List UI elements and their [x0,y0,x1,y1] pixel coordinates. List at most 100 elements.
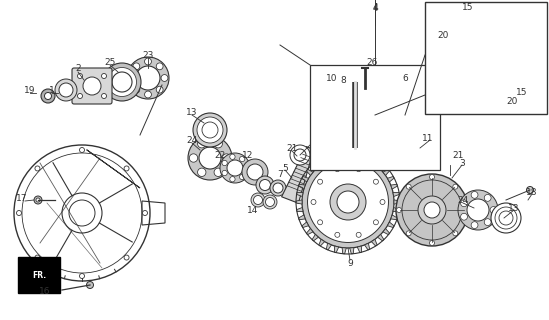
Circle shape [382,107,398,123]
Polygon shape [350,248,354,254]
Circle shape [222,160,227,166]
Circle shape [239,156,245,162]
Polygon shape [363,146,368,150]
Circle shape [242,159,268,185]
Polygon shape [368,140,373,144]
Circle shape [471,222,478,228]
Polygon shape [342,150,346,156]
Polygon shape [377,100,382,104]
Circle shape [496,86,503,93]
Circle shape [484,219,491,226]
Text: 4: 4 [372,4,378,12]
Polygon shape [384,96,389,100]
Polygon shape [334,246,339,252]
Circle shape [199,147,221,169]
Polygon shape [306,228,313,235]
Circle shape [112,72,132,92]
Text: 9: 9 [347,259,353,268]
Circle shape [424,202,440,218]
Text: 10: 10 [326,74,338,83]
Polygon shape [342,146,347,150]
Polygon shape [406,113,409,117]
Polygon shape [377,126,382,131]
Polygon shape [326,243,332,250]
Polygon shape [342,119,347,124]
Polygon shape [312,163,318,170]
Circle shape [347,127,363,143]
Polygon shape [357,246,362,252]
Circle shape [418,196,446,224]
Polygon shape [372,120,377,124]
Polygon shape [363,119,368,124]
Circle shape [156,86,163,93]
Polygon shape [356,110,361,114]
Circle shape [222,170,227,176]
Circle shape [307,162,389,243]
Circle shape [317,179,323,184]
Polygon shape [338,86,341,90]
Circle shape [239,174,245,180]
Circle shape [77,74,82,78]
Circle shape [380,199,385,204]
Circle shape [214,140,222,148]
Circle shape [337,116,373,153]
Polygon shape [357,151,362,158]
Polygon shape [391,96,396,100]
Circle shape [80,274,85,278]
Circle shape [227,160,243,176]
Circle shape [34,196,42,204]
Circle shape [108,68,137,97]
Text: 26: 26 [366,58,378,67]
Polygon shape [296,207,303,212]
Circle shape [266,197,274,206]
Circle shape [471,191,478,198]
Circle shape [80,148,85,153]
Polygon shape [342,248,346,254]
Circle shape [136,66,160,90]
Polygon shape [368,100,373,104]
Bar [310,65,440,170]
Circle shape [41,89,55,103]
Text: 24: 24 [186,135,198,145]
Circle shape [220,153,250,183]
Circle shape [356,167,361,172]
Polygon shape [388,176,394,182]
Text: 5: 5 [282,164,288,172]
Polygon shape [349,116,354,120]
Polygon shape [394,200,400,204]
Polygon shape [356,150,361,154]
Polygon shape [306,169,313,175]
Circle shape [124,166,129,171]
Polygon shape [350,150,354,156]
Polygon shape [371,239,377,246]
Polygon shape [282,147,313,203]
Circle shape [127,57,169,99]
Polygon shape [365,243,369,250]
Polygon shape [338,140,341,144]
Circle shape [35,255,40,260]
Circle shape [198,168,206,176]
Circle shape [16,211,21,215]
Polygon shape [296,192,303,196]
Circle shape [347,87,363,103]
Circle shape [429,174,434,180]
Circle shape [214,168,222,176]
Text: 22: 22 [214,150,226,159]
Polygon shape [393,207,400,212]
Circle shape [263,195,277,209]
Polygon shape [391,215,397,220]
Circle shape [290,145,310,165]
Text: FR.: FR. [32,270,46,279]
Circle shape [247,164,263,180]
Text: 13: 13 [186,108,198,116]
Circle shape [302,156,394,248]
Circle shape [373,220,378,225]
Circle shape [373,179,378,184]
Polygon shape [368,126,373,130]
Polygon shape [349,110,354,114]
Polygon shape [326,154,332,161]
Text: 24: 24 [457,196,469,204]
Circle shape [453,184,458,189]
Circle shape [491,203,521,233]
Polygon shape [299,215,305,220]
